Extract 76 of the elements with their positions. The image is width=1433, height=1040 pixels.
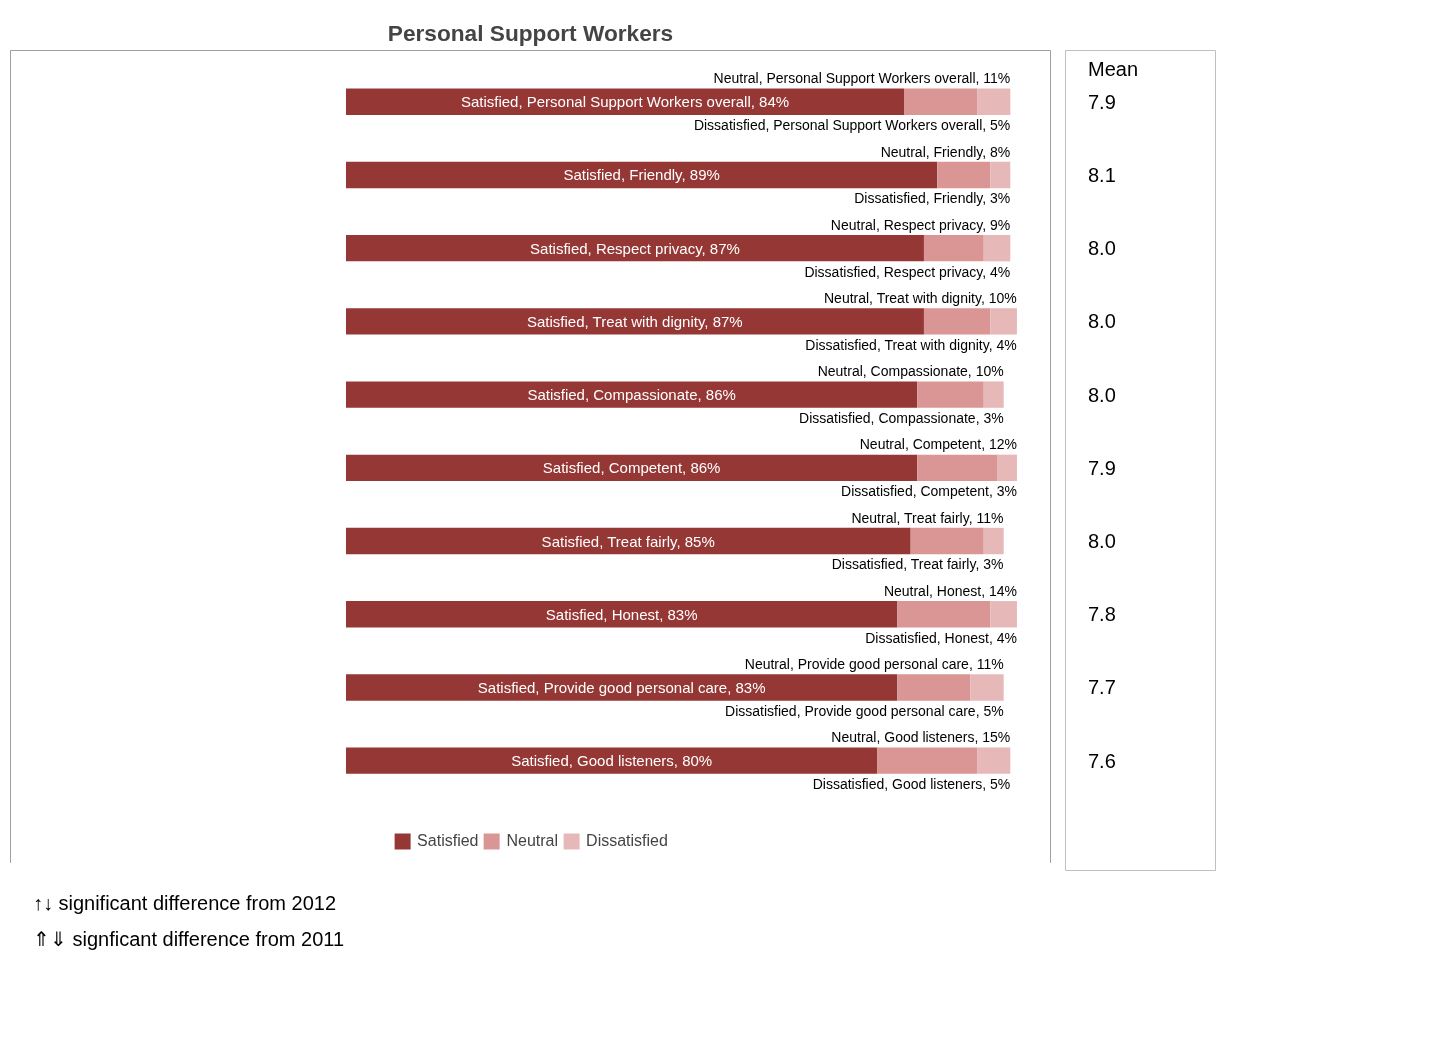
bar	[977, 88, 1011, 115]
data-label: Satisfied, Personal Support Workers overall, 84%	[460, 93, 790, 111]
data-label: Neutral, Treat fairly, 11%	[851, 509, 1004, 526]
bar	[910, 527, 984, 555]
text: 7.9	[1088, 456, 1116, 479]
bar	[345, 674, 898, 701]
text: 7.8	[1088, 603, 1116, 626]
data-label: Neutral, Treat with dignity, 10%	[823, 290, 1017, 307]
bar	[345, 161, 938, 189]
text: Mean	[1088, 57, 1139, 80]
data-label: Satisfied, Compassionate, 86%	[527, 386, 736, 404]
data-label: Dissatisfied, Personal Support Workers overall, 5%	[693, 117, 1011, 134]
bar	[917, 454, 998, 481]
data-label: Dissatisfied, Treat with dignity, 4%	[805, 336, 1017, 353]
text: 8.0	[1088, 310, 1116, 333]
data-label: Neutral, Provide good personal care, 11%	[744, 656, 1004, 673]
bar	[897, 601, 991, 628]
data-label: Satisfied, Treat with dignity, 87%	[527, 312, 743, 330]
legend-label: Dissatisfied	[586, 832, 668, 851]
data-label: Dissatisfied, Compassionate, 3%	[799, 409, 1004, 426]
bar	[970, 674, 1004, 701]
bar	[345, 601, 898, 628]
text: 7.6	[1088, 749, 1116, 772]
text: 8.0	[1088, 383, 1116, 406]
data-label: Neutral, Honest, 14%	[883, 582, 1017, 599]
bar	[990, 601, 1017, 628]
bar	[345, 747, 878, 774]
bar	[983, 235, 1011, 262]
bar	[983, 527, 1004, 555]
data-label: Dissatisfied, Competent, 3%	[841, 483, 1017, 500]
data-label: Dissatisfied, Friendly, 3%	[854, 190, 1011, 207]
data-label: Neutral, Personal Support Workers overall, 11%	[713, 70, 1011, 87]
bar	[923, 308, 991, 335]
bar	[345, 527, 911, 555]
data-label: Neutral, Compassionate, 10%	[817, 363, 1004, 380]
text: 7.7	[1088, 676, 1116, 699]
data-label: Satisfied, Provide good personal care, 83%	[477, 678, 766, 696]
data-label: Dissatisfied, Provide good personal care, 5%	[725, 702, 1004, 719]
bar	[897, 674, 971, 701]
text: ↑↓ significant difference from 2012	[32, 892, 337, 914]
bar	[345, 235, 924, 262]
bar	[345, 308, 924, 335]
data-label: Satisfied, Friendly, 89%	[563, 166, 720, 184]
bar	[937, 161, 991, 189]
bar	[917, 381, 984, 408]
data-label: Satisfied, Good listeners, 80%	[511, 752, 713, 770]
bar	[983, 381, 1004, 408]
data-label: Dissatisfied, Honest, 4%	[865, 629, 1017, 646]
bar	[877, 747, 978, 774]
data-label: Neutral, Respect privacy, 9%	[830, 216, 1011, 233]
bar	[923, 235, 984, 262]
data-label: Dissatisfied, Respect privacy, 4%	[804, 263, 1011, 280]
bar	[990, 308, 1017, 335]
bar	[345, 381, 918, 408]
data-label: Neutral, Good listeners, 15%	[831, 729, 1011, 746]
bar	[904, 88, 978, 115]
text: 8.0	[1088, 237, 1116, 260]
text: 8.1	[1088, 163, 1116, 186]
bar	[990, 161, 1011, 189]
data-label: Neutral, Competent, 12%	[859, 436, 1017, 453]
data-label: Satisfied, Honest, 83%	[545, 605, 698, 623]
data-label: Satisfied, Competent, 86%	[542, 459, 721, 477]
text: 7.9	[1088, 90, 1116, 113]
legend-label: Satisfied	[417, 832, 479, 851]
data-label: Satisfied, Treat fairly, 85%	[541, 532, 715, 550]
bar	[997, 454, 1017, 481]
bar	[977, 747, 1011, 774]
text: ⇑⇓ signficant difference from 2011	[32, 928, 345, 950]
chart-title: Personal Support Workers	[387, 19, 674, 46]
bar	[345, 454, 918, 481]
data-label: Dissatisfied, Good listeners, 5%	[812, 776, 1011, 793]
data-label: Neutral, Friendly, 8%	[880, 143, 1011, 160]
text: 8.0	[1088, 530, 1116, 553]
data-label: Satisfied, Respect privacy, 87%	[530, 239, 740, 257]
data-label: Dissatisfied, Treat fairly, 3%	[831, 556, 1004, 573]
legend-label: Neutral	[506, 832, 559, 851]
